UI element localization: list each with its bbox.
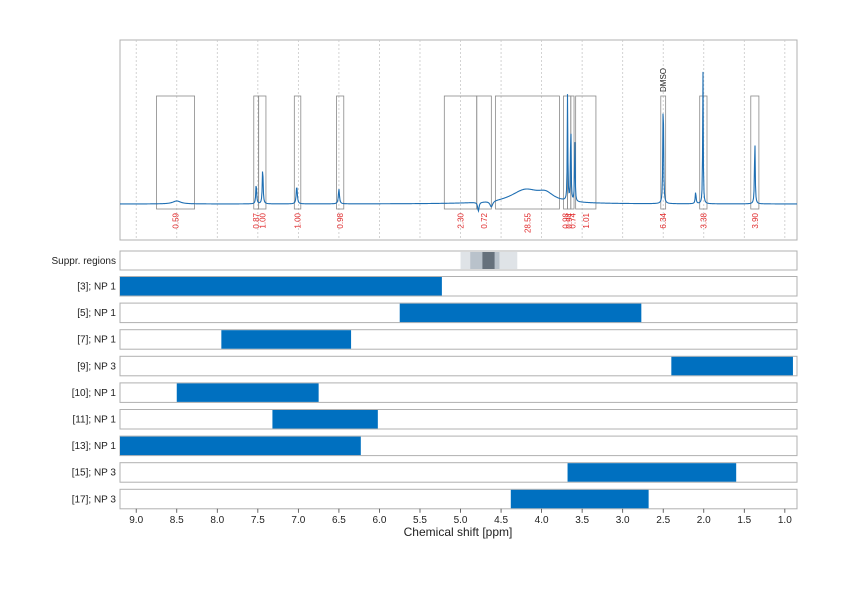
x-tick-label: 9.0 — [129, 515, 143, 526]
x-tick-label: 2.5 — [656, 515, 670, 526]
x-tick-label: 5.5 — [413, 515, 427, 526]
range-row-label: [13]; NP 1 — [72, 441, 117, 452]
integral-label: 6.34 — [659, 212, 668, 228]
range-row-label: [10]; NP 1 — [72, 388, 117, 399]
dmso-annotation: DMSO — [659, 68, 668, 92]
integral-label: 0.72 — [480, 212, 489, 228]
x-tick-label: 2.0 — [697, 515, 711, 526]
x-tick-label: 1.0 — [778, 515, 792, 526]
suppressed-regions-panel: Suppr. regions — [52, 250, 798, 271]
integral-box — [476, 95, 492, 210]
range-row-frame — [119, 409, 798, 430]
range-bar — [221, 330, 352, 349]
range-panels: [3]; NP 1 [5]; NP 1 [7]; NP 1 [9]; NP 3 [10]… — [72, 276, 798, 510]
x-tick-label: 6.0 — [372, 515, 386, 526]
integral-label: 0.98 — [562, 212, 571, 228]
x-axis-title: Chemical shift [ppm] — [404, 525, 513, 539]
integral-label: 3.90 — [751, 212, 760, 228]
x-tick-label: 6.5 — [332, 515, 346, 526]
suppr-frame — [119, 250, 798, 271]
x-tick-label: 7.5 — [251, 515, 265, 526]
x-tick-label: 7.0 — [291, 515, 305, 526]
x-tick-label: 1.5 — [737, 515, 751, 526]
range-row-label: [11]; NP 1 — [72, 415, 116, 426]
x-tick-label: 4.0 — [535, 515, 549, 526]
range-bar — [120, 277, 442, 296]
integral-label: 1.01 — [582, 212, 591, 228]
integral-label: 3.38 — [699, 212, 708, 228]
integral-box — [293, 95, 302, 210]
x-tick-label: 4.5 — [494, 515, 508, 526]
range-row-label: [3]; NP 1 — [77, 282, 116, 293]
range-row-label: [17]; NP 3 — [72, 494, 117, 505]
range-bar — [510, 489, 649, 509]
integral-box — [575, 95, 597, 210]
range-bar — [567, 463, 737, 482]
spectrum-frame — [119, 39, 798, 241]
integral-label: 28.55 — [523, 212, 532, 233]
integral-label: 2.30 — [457, 212, 466, 228]
suppr-band — [482, 252, 495, 269]
x-tick-label: 8.5 — [170, 515, 184, 526]
x-tick-label: 8.0 — [210, 515, 224, 526]
range-row-frame — [119, 488, 798, 510]
range-bar — [671, 356, 793, 376]
integral-box — [258, 95, 267, 210]
integral-box — [156, 95, 195, 210]
range-row-label: [9]; NP 3 — [77, 361, 116, 372]
x-tick-label: 3.5 — [575, 515, 589, 526]
range-row-label: [15]; NP 3 — [72, 468, 117, 479]
integral-box — [336, 95, 345, 210]
range-row-label: [5]; NP 1 — [77, 308, 116, 319]
x-axis: Chemical shift [ppm] 9.0 8.5 8.0 7.5 7.0 6.5 6… — [129, 508, 792, 539]
range-row-frame — [119, 355, 798, 377]
range-bar — [120, 436, 361, 456]
suppr-label: Suppr. regions — [52, 256, 117, 267]
x-tick-label: 5.0 — [454, 515, 468, 526]
range-bar — [176, 383, 319, 402]
integral-label: 0.94 — [565, 212, 574, 228]
range-row-label: [7]; NP 1 — [77, 335, 116, 346]
integral-box — [750, 95, 760, 210]
integral-box — [494, 95, 560, 210]
integral-label: 0.98 — [336, 212, 345, 228]
integral-label: 0.59 — [172, 212, 181, 228]
integral-box — [660, 95, 667, 210]
range-bar — [272, 410, 378, 429]
integral-label: 1.00 — [258, 212, 267, 228]
integral-label: 0.87 — [252, 212, 261, 228]
x-tick-label: 3.0 — [616, 515, 630, 526]
integral-label: 0.74 — [568, 212, 577, 228]
spectrum-panel: 0.59 0.871.00 1.00 0.98 2.30 0.72 28.55 0.980.9… — [119, 39, 798, 241]
range-bar — [399, 303, 642, 323]
spectrum-trace — [120, 71, 797, 214]
integral-label: 1.00 — [294, 212, 303, 228]
